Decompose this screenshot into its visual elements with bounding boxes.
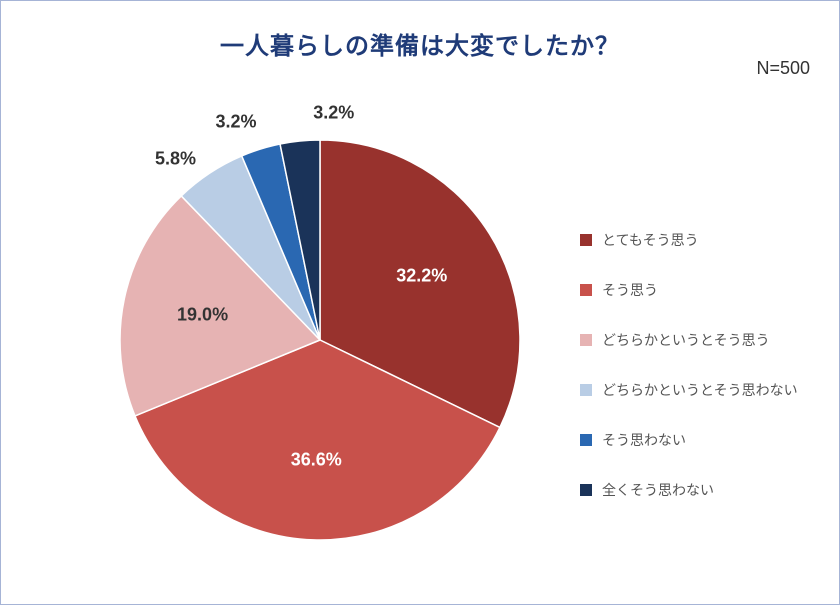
legend: とてもそう思うそう思うどちらかというとそう思うどちらかというとそう思わないそう思…: [580, 230, 798, 530]
legend-swatch: [580, 284, 592, 296]
legend-item: どちらかというとそう思う: [580, 330, 798, 350]
legend-swatch: [580, 484, 592, 496]
legend-label: とてもそう思う: [602, 230, 699, 250]
slice-label: 36.6%: [291, 449, 342, 470]
legend-item: とてもそう思う: [580, 230, 798, 250]
pie-chart: 32.2% 36.6% 19.0% 5.8% 3.2% 3.2%: [100, 105, 540, 575]
slice-label: 3.2%: [313, 103, 354, 124]
legend-label: どちらかというとそう思う: [602, 330, 770, 350]
legend-label: そう思う: [602, 280, 658, 300]
pie-svg: [100, 105, 540, 575]
legend-label: どちらかというとそう思わない: [602, 380, 798, 400]
legend-item: そう思う: [580, 280, 798, 300]
sample-size-label: N=500: [756, 58, 810, 79]
legend-swatch: [580, 334, 592, 346]
slice-label: 32.2%: [396, 266, 447, 287]
chart-title: 一人暮らしの準備は大変でしたか？: [0, 26, 840, 61]
slice-label: 19.0%: [177, 305, 228, 326]
legend-item: そう思わない: [580, 430, 798, 450]
legend-swatch: [580, 234, 592, 246]
legend-label: そう思わない: [602, 430, 686, 450]
legend-item: 全くそう思わない: [580, 480, 798, 500]
legend-label: 全くそう思わない: [602, 480, 714, 500]
slice-label: 5.8%: [155, 148, 196, 169]
legend-swatch: [580, 384, 592, 396]
legend-item: どちらかというとそう思わない: [580, 380, 798, 400]
slice-label: 3.2%: [216, 112, 257, 133]
legend-swatch: [580, 434, 592, 446]
